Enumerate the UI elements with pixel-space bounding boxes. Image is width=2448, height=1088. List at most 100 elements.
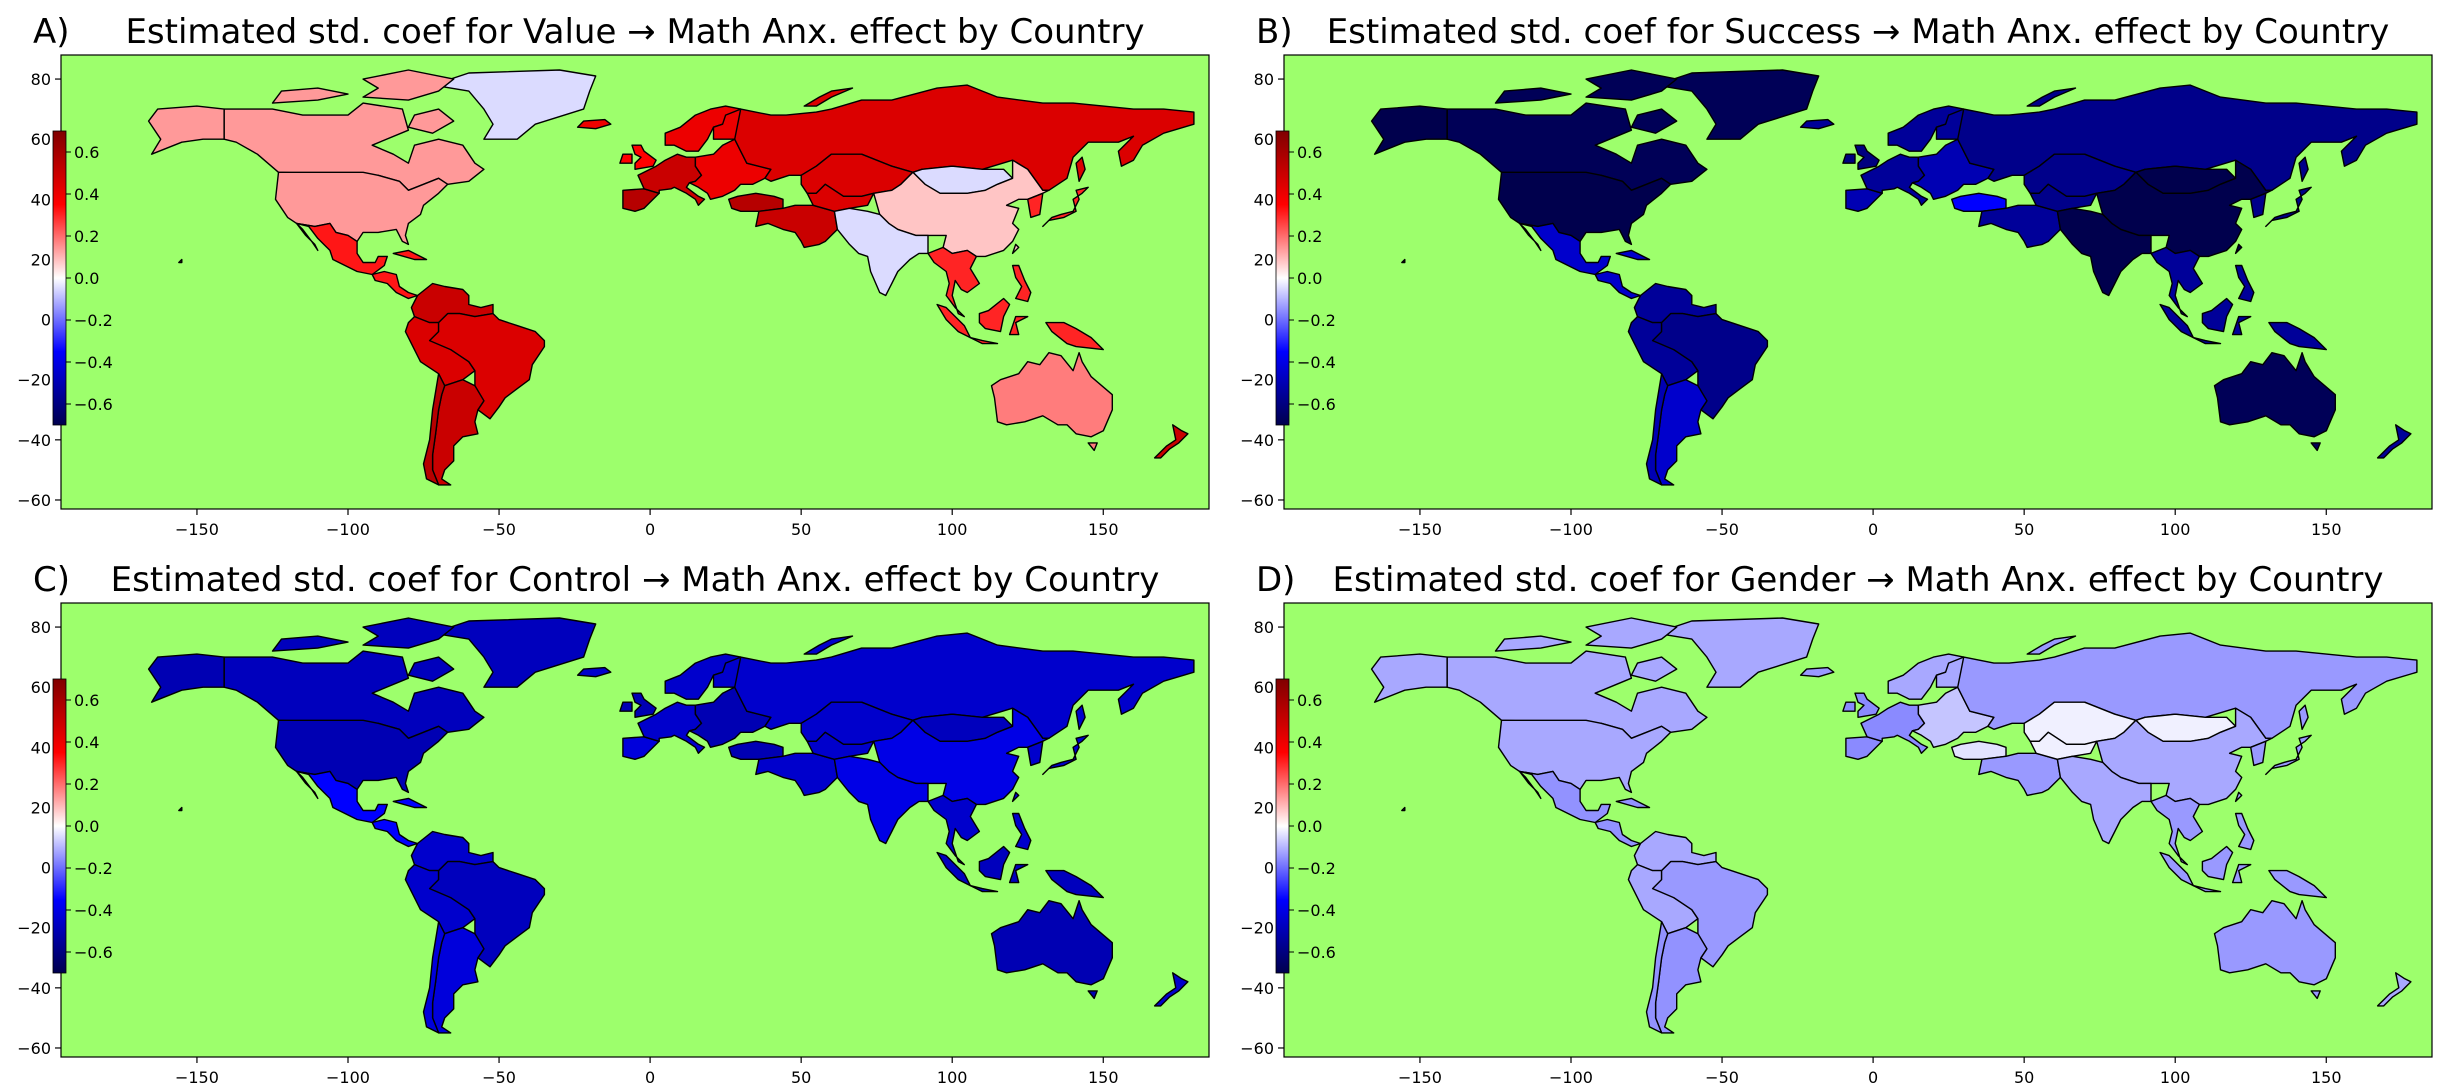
country-australia	[2213, 352, 2337, 438]
map-panel-a: A) Estimated std. coef for Value → Math A…	[17, 12, 1210, 539]
country-sakhalin	[2298, 156, 2309, 183]
country-arctic2	[362, 69, 455, 101]
country-australia	[2213, 900, 2337, 986]
country-taiwan	[1011, 243, 1020, 255]
x-tick-label: −100	[1549, 1068, 1593, 1087]
x-tick-label: 50	[2014, 1068, 2034, 1087]
colorbar-tick-label: 0.4	[1297, 733, 1322, 752]
x-tick-label: −100	[326, 1068, 370, 1087]
y-tick-label: −20	[17, 371, 51, 390]
x-tick-label: −50	[482, 520, 516, 539]
country-western-europe	[1860, 153, 1929, 207]
country-china	[2095, 159, 2273, 258]
colorbar-tick-label: −0.2	[74, 311, 113, 330]
x-tick-label: 50	[791, 1068, 811, 1087]
colorbar-gradient	[1275, 678, 1290, 974]
country-middle-east	[1978, 204, 2062, 249]
country-se-asia	[927, 794, 981, 866]
country-india	[2056, 207, 2152, 297]
country-japan	[2265, 734, 2312, 776]
y-tick-label: −20	[1240, 919, 1274, 938]
country-greenland	[1654, 617, 1820, 688]
country-se-asia	[927, 246, 981, 318]
y-tick-label: 80	[1254, 70, 1274, 89]
country-chile	[422, 921, 446, 1034]
country-sakhalin	[1075, 704, 1086, 730]
country-korea	[1026, 192, 1044, 219]
y-tick-label: 80	[31, 618, 51, 637]
colorbar-tick-label: −0.4	[1297, 901, 1336, 920]
country-layer	[1370, 617, 2418, 1034]
colorbar-tick-label: 0.2	[74, 227, 99, 246]
colorbar-tick-label: −0.4	[74, 901, 113, 920]
country-arctic3	[407, 656, 455, 682]
country-chile	[422, 373, 446, 486]
panel-title: Estimated std. coef for Control → Math A…	[111, 560, 1160, 600]
country-se-asia	[2150, 246, 2204, 318]
country-borneo	[978, 845, 1011, 881]
country-chile	[1645, 921, 1669, 1034]
country-china	[873, 707, 1050, 806]
country-uk	[1854, 692, 1880, 718]
x-tick-label: 150	[2311, 520, 2342, 539]
country-china	[2095, 707, 2273, 806]
country-western-europe	[1860, 701, 1929, 754]
colorbar-tick-label: 0.2	[1297, 227, 1322, 246]
country-arctic3	[407, 108, 455, 134]
country-new-zealand	[1153, 972, 1189, 1007]
country-borneo	[2201, 297, 2234, 333]
x-tick-label: −150	[1398, 1068, 1442, 1087]
colorbar-tick-label: −0.4	[74, 353, 113, 372]
country-baja	[1518, 222, 1542, 252]
y-tick-label: 60	[31, 130, 51, 149]
country-alaska	[147, 105, 225, 155]
country-new-zealand	[2376, 424, 2412, 459]
country-india	[833, 207, 929, 297]
country-layer	[1370, 69, 2418, 486]
country-philippines	[1011, 264, 1032, 303]
colorbar-tick-label: −0.6	[74, 395, 113, 414]
country-japan	[1042, 734, 1089, 776]
colorbar-tick-label: −0.2	[1297, 311, 1336, 330]
country-hawaii	[178, 258, 183, 264]
colorbar-tick-label: 0.4	[1297, 185, 1322, 204]
x-tick-label: 100	[2160, 1068, 2191, 1087]
colorbar-tick-label: −0.6	[1297, 395, 1336, 414]
country-new-guinea	[1045, 869, 1105, 899]
x-tick-label: −150	[1398, 520, 1442, 539]
country-india	[833, 755, 929, 845]
country-uk	[631, 692, 657, 718]
country-australia	[990, 352, 1114, 438]
country-baja	[295, 222, 319, 252]
country-layer	[147, 617, 1195, 1034]
colorbar-tick-label: 0.0	[1297, 817, 1322, 836]
colorbar-tick-label: −0.2	[1297, 859, 1336, 878]
country-baja	[1518, 770, 1542, 800]
x-tick-label: 150	[2311, 1068, 2342, 1087]
x-tick-label: −50	[1705, 1068, 1739, 1087]
y-tick-label: 40	[31, 738, 51, 757]
y-tick-label: −20	[1240, 371, 1274, 390]
country-sulawesi	[1008, 863, 1029, 884]
country-middle-east	[755, 752, 839, 797]
y-tick-label: −20	[17, 919, 51, 938]
country-novaya	[803, 635, 854, 655]
y-tick-label: 40	[1254, 738, 1274, 757]
colorbar-tick-label: 0.4	[74, 185, 99, 204]
country-java	[2192, 336, 2222, 345]
country-novaya	[2026, 87, 2077, 107]
country-sulawesi	[1008, 315, 1029, 336]
country-java	[2192, 884, 2222, 893]
country-arctic1	[1494, 87, 1572, 104]
country-turkey	[1950, 740, 2007, 760]
x-tick-label: 100	[937, 1068, 968, 1087]
y-tick-label: 20	[1254, 798, 1274, 817]
y-tick-label: 0	[1264, 311, 1274, 330]
panel-title: Estimated std. coef for Gender → Math An…	[1332, 560, 2383, 600]
country-arctic3	[1630, 656, 1678, 682]
x-tick-label: 0	[645, 1068, 655, 1087]
country-tasmania	[1087, 442, 1098, 452]
country-korea	[2249, 740, 2267, 767]
colorbar-tick-label: −0.6	[1297, 943, 1336, 962]
